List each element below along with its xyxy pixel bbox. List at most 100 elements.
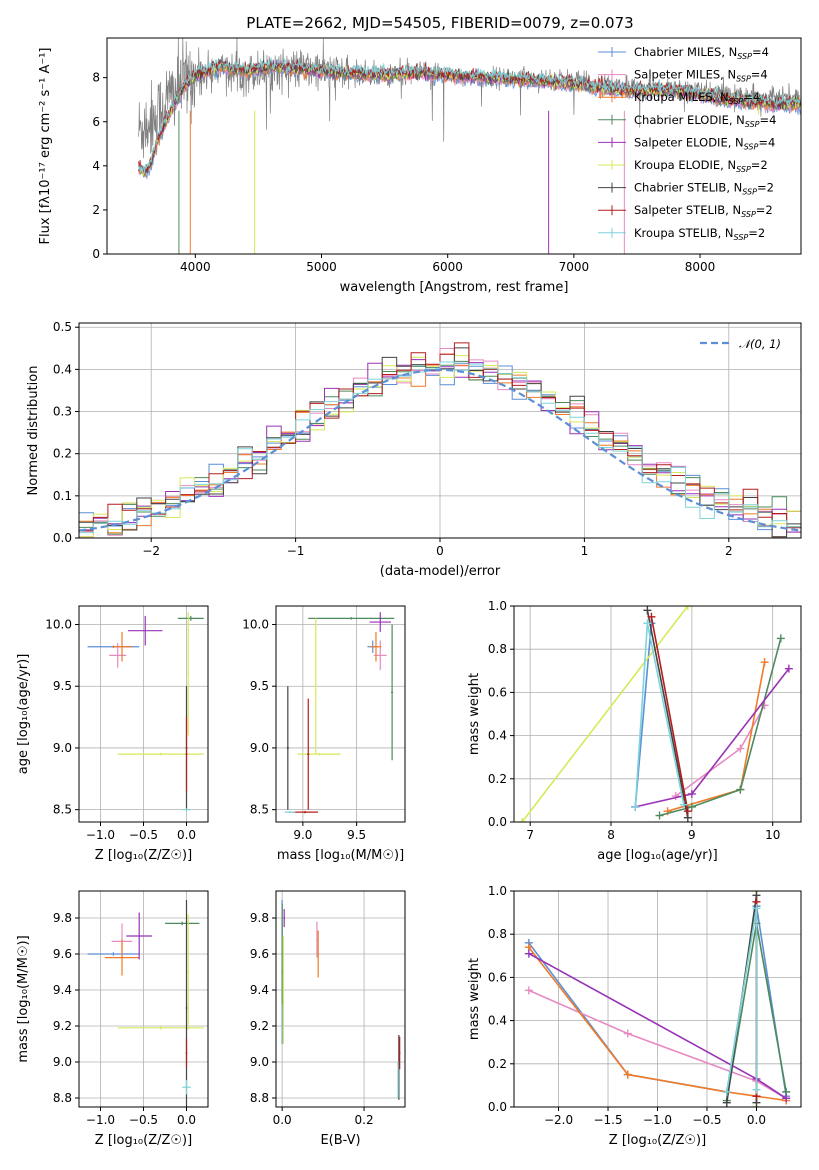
x-tick-label: 0 — [436, 544, 444, 558]
legend-entry: Salpeter MILES, NSSP=4 — [634, 68, 768, 84]
axes-frame — [106, 37, 802, 255]
x-tick-label: −1.0 — [86, 828, 115, 842]
y-tick-label: 9.4 — [53, 983, 72, 997]
mass-weight-point — [760, 701, 769, 710]
x-tick-label: 0.0 — [177, 1113, 196, 1127]
mass-weight-point — [679, 800, 688, 809]
residual-histogram — [79, 342, 801, 532]
panel-age_vs_Z: −1.0 −0.5 0.0 8.5 9.0 9.5 10.0 Z [log₁₀(Z/Z☉)] a… — [16, 605, 209, 863]
x-tick-label: 0.0 — [273, 1113, 292, 1127]
x-tick-label: −2 — [142, 544, 160, 558]
mass-weight-point — [524, 949, 533, 958]
y-tick-label: 0.0 — [53, 531, 72, 545]
y-tick-label: 9.2 — [250, 1019, 269, 1033]
y-tick-label: 0.2 — [488, 1057, 507, 1071]
figure-title: PLATE=2662, MJD=54505, FIBERID=0079, z=0… — [246, 14, 633, 32]
x-tick-label: 0.0 — [747, 1113, 766, 1127]
y-axis-label: mass [log₁₀(M/M☉)] — [16, 935, 31, 1062]
panel-weight_vs_age: 7 8 9 10 0.0 0.2 0.4 0.6 0.8 1.0 age [log₁₀(age/yr… — [467, 599, 802, 863]
y-tick-label: 0.6 — [488, 970, 507, 984]
mass-weight-point — [623, 1070, 632, 1079]
legend-entry: Kroupa ELODIE, NSSP=2 — [634, 158, 768, 174]
x-axis-label: Z [log₁₀(Z/Z☉)] — [95, 848, 192, 863]
y-tick-label: 9.6 — [250, 947, 269, 961]
y-tick-label: 0.1 — [53, 489, 72, 503]
mass-weight-point — [736, 785, 745, 794]
x-tick-label: 1 — [581, 544, 589, 558]
axes-layer: 4000 5000 6000 7000 8000 0 2 4 6 8 wavelength [Ang… — [16, 37, 802, 1148]
legend-entry: Kroupa STELIB, NSSP=2 — [634, 226, 765, 242]
mass-weight-point — [752, 904, 761, 913]
y-tick-label: 9.4 — [250, 983, 269, 997]
spectrum-legend: Chabrier MILES, NSSP=4 Salpeter MILES, NS… — [598, 45, 776, 242]
x-axis-label: E(B-V) — [320, 1133, 360, 1148]
x-axis-label: Z [log₁₀(Z/Z☉)] — [609, 1133, 706, 1148]
x-axis-label: (data-model)/error — [380, 564, 501, 579]
mass-weight-point — [722, 1098, 731, 1107]
mass-weight-point — [760, 658, 769, 667]
y-tick-label: 0.2 — [53, 447, 72, 461]
legend-entry: Salpeter ELODIE, NSSP=4 — [634, 135, 775, 151]
plot-area-mass_vs_ebv — [281, 900, 401, 1100]
plot-area-weight_vs_age — [518, 606, 793, 822]
x-tick-label: 8 — [607, 828, 615, 842]
panel-spectrum: 4000 5000 6000 7000 8000 0 2 4 6 8 wavelength [Ang… — [38, 37, 802, 295]
mass-weight-point — [631, 802, 640, 811]
x-tick-label: −2.0 — [544, 1113, 573, 1127]
x-tick-label: −0.5 — [692, 1113, 721, 1127]
x-axis-label: age [log₁₀(age/yr)] — [597, 848, 718, 863]
x-tick-label: 0.2 — [355, 1113, 374, 1127]
y-tick-label: 0.4 — [488, 729, 507, 743]
y-tick-label: 10.0 — [45, 618, 72, 632]
y-tick-label: 10.0 — [242, 618, 269, 632]
mass-weight-point — [776, 634, 785, 643]
y-axis-label: Flux [fλ10⁻¹⁷ erg cm⁻² s⁻¹ A⁻¹] — [38, 48, 53, 245]
residual-histogram — [79, 362, 801, 531]
plot-area-age_vs_mass — [284, 612, 395, 814]
residual-histogram — [79, 361, 801, 534]
panel-mass_vs_ebv: 0.0 0.2 8.8 9.0 9.2 9.4 9.6 9.8 E(B-V) — [250, 890, 406, 1148]
y-tick-label: 0.8 — [488, 642, 507, 656]
y-tick-label: 0.3 — [53, 405, 72, 419]
y-tick-label: 9.0 — [250, 741, 269, 755]
x-tick-label: −1 — [287, 544, 305, 558]
y-tick-label: 9.6 — [53, 947, 72, 961]
x-tick-label: 5000 — [306, 260, 337, 274]
y-axis-label: age [log₁₀(age/yr)] — [16, 654, 31, 775]
x-tick-label: −0.5 — [129, 1113, 158, 1127]
mass-weight-point — [687, 789, 696, 798]
y-tick-label: 9.5 — [250, 679, 269, 693]
axes-frame — [275, 890, 406, 1108]
x-tick-label: 9.0 — [293, 828, 312, 842]
plot-area-age_vs_Z — [87, 612, 204, 811]
x-tick-label: −0.5 — [129, 828, 158, 842]
mass-weight-point — [782, 1094, 791, 1103]
mass-weight-point — [647, 612, 656, 621]
y-tick-label: 9.8 — [250, 911, 269, 925]
axes-frame — [513, 605, 802, 823]
y-tick-label: 8.5 — [53, 803, 72, 817]
x-tick-label: 6000 — [432, 260, 463, 274]
legend-entry: Chabrier ELODIE, NSSP=4 — [634, 113, 776, 129]
y-tick-label: 8 — [92, 71, 100, 85]
y-tick-label: 1.0 — [488, 884, 507, 898]
mass-weight-point — [683, 807, 692, 816]
mass-weight-point — [722, 1087, 731, 1096]
panel-weight_vs_Z: −2.0 −1.5 −1.0 −0.5 0.0 0.0 0.2 0.4 0.6 0.8 1.0 Z [… — [467, 884, 802, 1148]
y-tick-label: 8.5 — [250, 803, 269, 817]
mass-weight-point — [643, 606, 652, 615]
y-tick-label: 0.0 — [488, 815, 507, 829]
mass-weight-point — [518, 818, 527, 822]
y-tick-label: 4 — [92, 159, 100, 173]
y-tick-label: 0.2 — [488, 772, 507, 786]
mass-weight-point — [643, 619, 652, 628]
panel-age_vs_mass: 9.0 9.5 8.5 9.0 9.5 10.0 mass [log₁₀(M/M☉)] — [242, 605, 406, 863]
x-tick-label: 10 — [765, 828, 780, 842]
x-tick-label: 9.5 — [347, 828, 366, 842]
x-tick-label: 0.0 — [177, 828, 196, 842]
mass-weight-line — [726, 908, 758, 1093]
x-tick-label: −1.0 — [86, 1113, 115, 1127]
mass-weight-line — [659, 638, 782, 817]
x-tick-label: −1.0 — [643, 1113, 672, 1127]
y-axis-label: mass weight — [467, 673, 482, 755]
